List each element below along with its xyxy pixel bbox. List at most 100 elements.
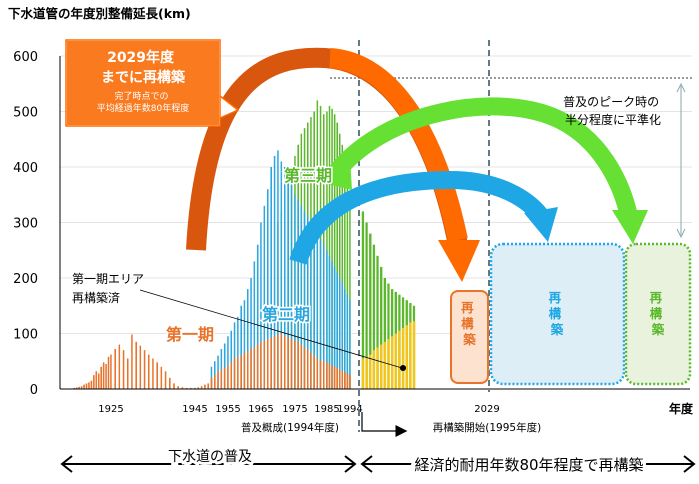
bar-gap	[285, 167, 287, 389]
bar	[181, 387, 184, 389]
bar	[344, 372, 346, 389]
bar	[80, 386, 83, 389]
bar	[310, 352, 312, 389]
x-tick-label: 1985	[314, 404, 339, 415]
bar	[110, 354, 112, 389]
bar	[197, 387, 200, 389]
bar-gap	[128, 358, 130, 389]
bar-gap	[338, 367, 339, 389]
bar	[303, 347, 306, 389]
bar-gap	[261, 341, 263, 389]
x-tick-label: 2029	[474, 404, 499, 415]
bar	[394, 333, 398, 389]
rebuild-box-green	[624, 242, 692, 386]
bar-gap	[141, 345, 142, 389]
bar-gap	[228, 365, 230, 389]
area-pointer	[139, 289, 403, 369]
bar	[122, 350, 125, 389]
bar	[190, 387, 192, 389]
bar-gap	[350, 300, 352, 389]
bar	[102, 362, 105, 389]
bar-gap	[228, 336, 230, 389]
bar-gap	[225, 343, 227, 389]
bar	[127, 358, 129, 389]
bar-gap	[272, 167, 273, 389]
bar	[341, 283, 344, 389]
bar	[230, 330, 233, 389]
bar	[143, 350, 146, 389]
x-tick-label: 1994	[337, 404, 362, 415]
bar	[383, 341, 387, 389]
bar-gap	[350, 200, 352, 389]
bar	[139, 345, 142, 389]
bar	[207, 383, 209, 389]
bar-gap	[343, 144, 344, 389]
bar	[310, 222, 312, 389]
bar-gap	[248, 289, 250, 389]
bar	[290, 339, 293, 389]
bar-gap	[407, 300, 409, 389]
bar	[319, 360, 322, 389]
bar-gap	[340, 278, 342, 389]
bar-gap	[248, 351, 250, 389]
bar	[135, 341, 137, 389]
bar	[90, 380, 93, 389]
bar	[256, 244, 259, 389]
bar	[233, 322, 236, 389]
bar	[401, 327, 405, 389]
y-tick-label: 400	[13, 161, 38, 176]
bar-gap	[332, 108, 334, 389]
bar-gap	[275, 336, 276, 389]
bar	[387, 283, 390, 389]
bar	[369, 354, 372, 389]
y-tick-label: 200	[13, 272, 38, 287]
bar-gap	[278, 150, 280, 389]
bar	[284, 167, 286, 389]
bar-gap	[278, 334, 280, 389]
bar	[326, 250, 328, 389]
phase2-label: 第二期	[262, 305, 310, 324]
bar-gap	[308, 216, 310, 389]
bar-gap	[375, 244, 376, 389]
bar	[277, 334, 279, 389]
bar	[273, 155, 276, 389]
bar-gap	[265, 205, 266, 389]
bar-gap	[404, 297, 405, 389]
bar	[277, 150, 279, 389]
bar-gap	[318, 358, 319, 389]
rebuild-arrow-blue	[289, 170, 548, 265]
bar-gap	[149, 354, 151, 389]
bar	[156, 362, 158, 389]
bar	[204, 384, 206, 389]
bar-gap	[289, 337, 290, 389]
bar	[349, 200, 351, 389]
bar-gap	[116, 349, 117, 389]
bar	[326, 362, 328, 389]
bar	[233, 358, 236, 389]
bar-gap	[315, 355, 316, 389]
x-tick-label: 1955	[215, 404, 240, 415]
bar	[328, 364, 331, 389]
bar	[313, 355, 315, 389]
bar-gap	[166, 371, 167, 389]
bar	[336, 272, 339, 389]
phase1-label: 第一期	[166, 325, 214, 344]
bar-gap	[327, 250, 329, 389]
y-tick-label: 500	[13, 106, 38, 121]
bar	[148, 354, 150, 389]
base-note: 普及概成(1994年度)	[241, 421, 339, 434]
bar-gap	[382, 266, 384, 389]
bar-gap	[324, 244, 326, 389]
bar-gap	[111, 354, 113, 389]
bar	[273, 336, 276, 389]
bar-gap	[311, 352, 313, 389]
bar-gap	[335, 114, 337, 390]
bar-gap	[308, 350, 310, 389]
bar-gap	[238, 356, 240, 389]
bar-gap	[367, 222, 369, 389]
bar-gap	[158, 362, 159, 389]
rebuild-box-orange	[450, 290, 489, 384]
bar-gap	[282, 161, 283, 389]
bar	[390, 336, 394, 389]
bar-gap	[258, 244, 260, 389]
